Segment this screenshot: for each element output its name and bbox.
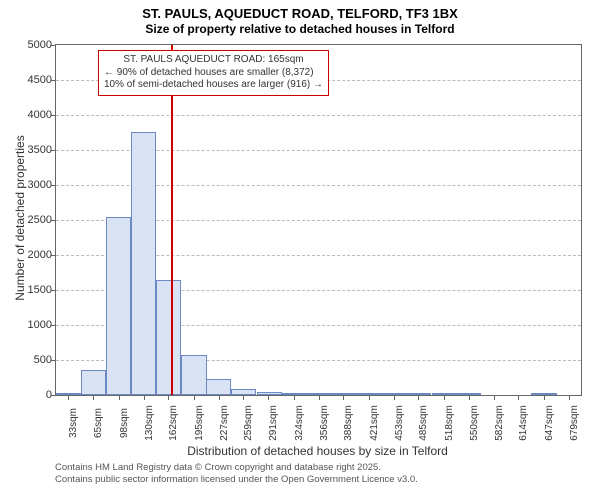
xtick-label: 485sqm (418, 405, 429, 441)
annotation-line2: ← 90% of detached houses are smaller (8,… (104, 67, 323, 80)
ytick-label: 0 (46, 389, 56, 401)
ytick-label: 2500 (28, 214, 56, 226)
histogram-bar (206, 379, 231, 395)
annotation-line3: 10% of semi-detached houses are larger (… (104, 79, 323, 92)
footnote-line1: Contains HM Land Registry data © Crown c… (55, 462, 381, 473)
footnote: Contains HM Land Registry data © Crown c… (55, 462, 418, 486)
ytick-label: 1500 (28, 284, 56, 296)
property-marker-line (171, 45, 173, 395)
xtick-mark (518, 395, 519, 400)
xtick-mark (394, 395, 395, 400)
xtick-label: 647sqm (544, 405, 555, 441)
xtick-mark (168, 395, 169, 400)
gridline (56, 115, 581, 116)
x-axis-label: Distribution of detached houses by size … (55, 444, 580, 458)
ytick-label: 3500 (28, 144, 56, 156)
annotation-line1: ST. PAULS AQUEDUCT ROAD: 165sqm (104, 54, 323, 67)
xtick-mark (93, 395, 94, 400)
xtick-mark (243, 395, 244, 400)
ytick-label: 4000 (28, 109, 56, 121)
page-subtitle: Size of property relative to detached ho… (0, 22, 600, 36)
xtick-mark (219, 395, 220, 400)
ytick-label: 3000 (28, 179, 56, 191)
histogram-bar (131, 132, 156, 395)
annotation-box: ST. PAULS AQUEDUCT ROAD: 165sqm← 90% of … (98, 50, 329, 96)
xtick-label: 582sqm (494, 405, 505, 441)
ytick-label: 5000 (28, 39, 56, 51)
xtick-label: 291sqm (268, 405, 279, 441)
xtick-label: 518sqm (444, 405, 455, 441)
xtick-mark (444, 395, 445, 400)
page-title: ST. PAULS, AQUEDUCT ROAD, TELFORD, TF3 1… (0, 0, 600, 22)
xtick-mark (569, 395, 570, 400)
histogram-bar (156, 280, 181, 396)
xtick-mark (119, 395, 120, 400)
xtick-label: 356sqm (319, 405, 330, 441)
histogram-bar (181, 355, 206, 395)
xtick-label: 130sqm (144, 405, 155, 441)
xtick-label: 98sqm (119, 408, 130, 438)
xtick-label: 259sqm (243, 405, 254, 441)
footnote-line2: Contains public sector information licen… (55, 474, 418, 485)
xtick-mark (144, 395, 145, 400)
xtick-mark (268, 395, 269, 400)
xtick-mark (469, 395, 470, 400)
xtick-mark (294, 395, 295, 400)
histogram-bar (106, 217, 131, 395)
xtick-label: 614sqm (518, 405, 529, 441)
xtick-mark (418, 395, 419, 400)
xtick-label: 388sqm (343, 405, 354, 441)
xtick-label: 324sqm (294, 405, 305, 441)
xtick-mark (494, 395, 495, 400)
xtick-mark (369, 395, 370, 400)
xtick-label: 227sqm (219, 405, 230, 441)
xtick-label: 162sqm (168, 405, 179, 441)
ytick-label: 500 (34, 354, 56, 366)
histogram-bar (81, 370, 106, 395)
histogram-plot: 0500100015002000250030003500400045005000… (55, 44, 582, 396)
xtick-mark (319, 395, 320, 400)
xtick-label: 33sqm (68, 408, 79, 438)
xtick-label: 550sqm (469, 405, 480, 441)
y-axis-label: Number of detached properties (13, 118, 27, 318)
xtick-label: 195sqm (194, 405, 205, 441)
ytick-label: 2000 (28, 249, 56, 261)
xtick-mark (343, 395, 344, 400)
xtick-label: 453sqm (394, 405, 405, 441)
xtick-mark (544, 395, 545, 400)
ytick-label: 1000 (28, 319, 56, 331)
xtick-label: 65sqm (93, 408, 104, 438)
xtick-label: 421sqm (369, 405, 380, 441)
ytick-label: 4500 (28, 74, 56, 86)
xtick-mark (194, 395, 195, 400)
xtick-mark (68, 395, 69, 400)
xtick-label: 679sqm (569, 405, 580, 441)
